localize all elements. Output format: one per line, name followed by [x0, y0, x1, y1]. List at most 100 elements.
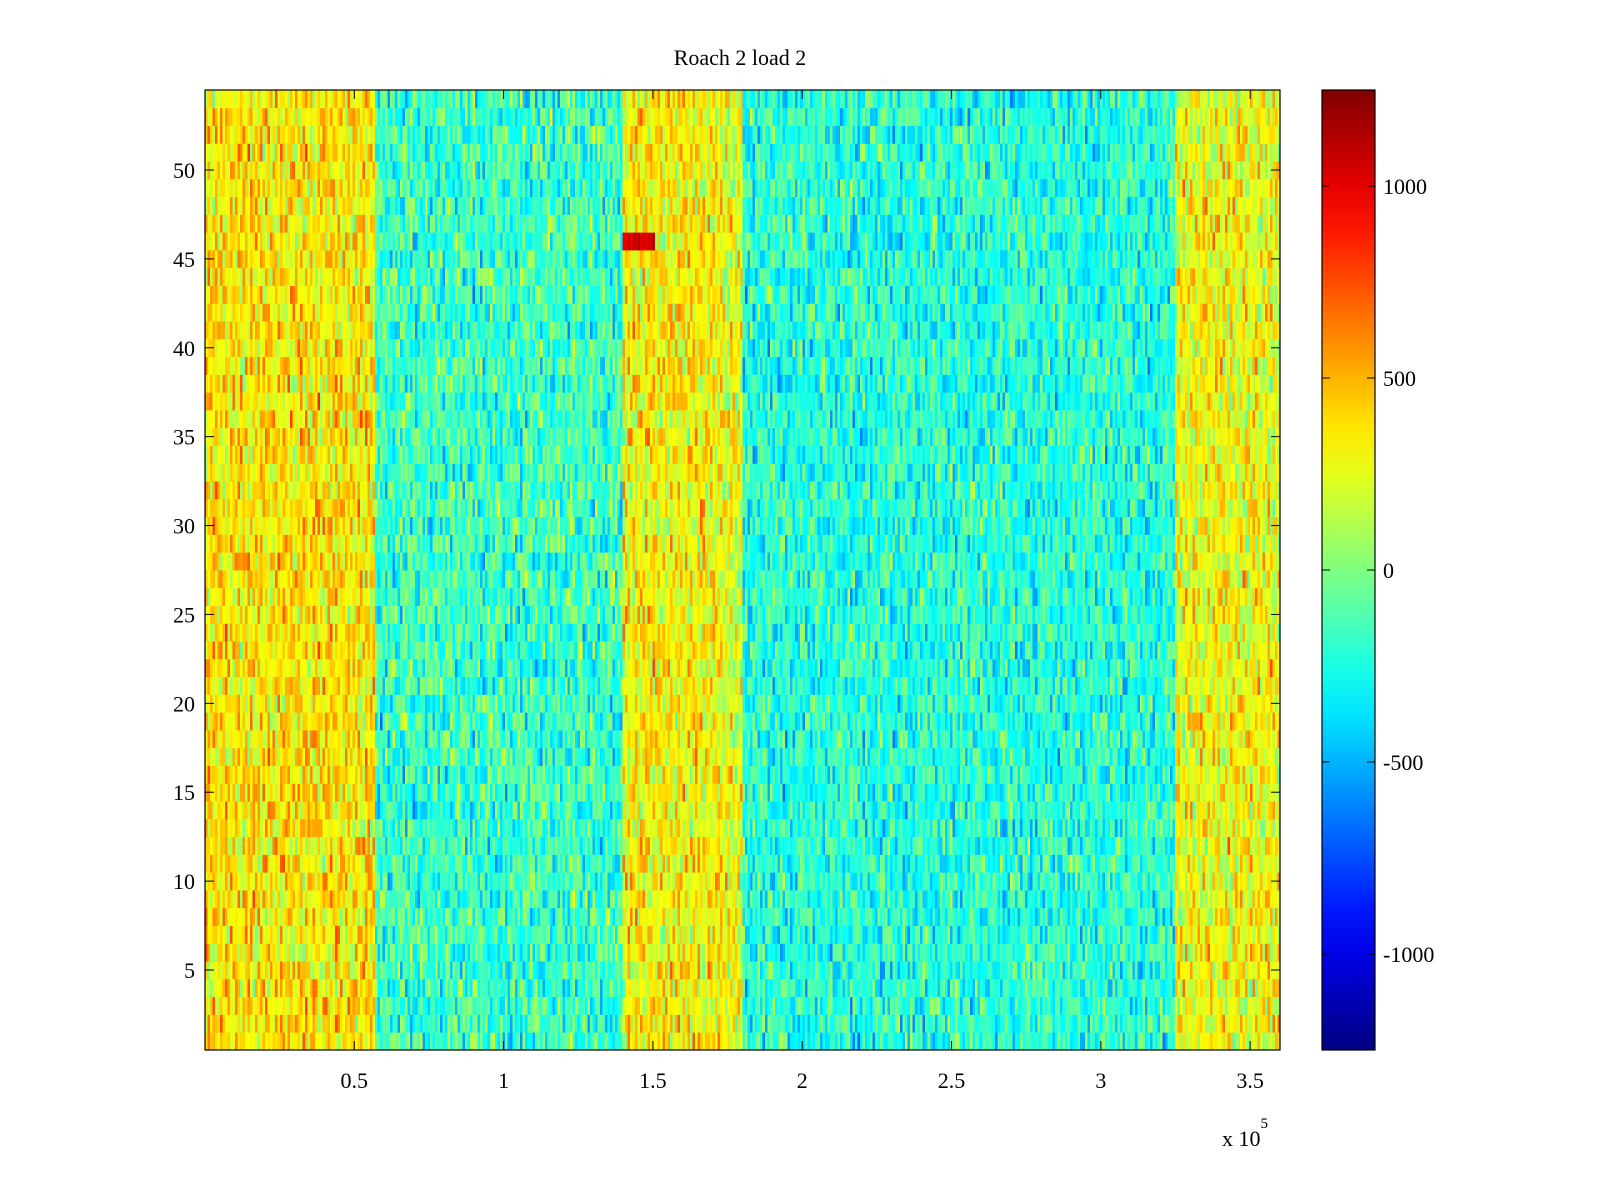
heatmap-cell: [550, 1032, 553, 1050]
heatmap-cell: [1165, 854, 1168, 873]
heatmap-cell: [917, 907, 921, 926]
heatmap-cell: [360, 872, 363, 891]
heatmap-cell: [407, 836, 411, 855]
heatmap-cell: [720, 872, 723, 891]
heatmap-cell: [852, 854, 856, 873]
heatmap-cell: [210, 1014, 213, 1033]
heatmap-cell: [462, 943, 466, 962]
heatmap-cell: [847, 978, 851, 998]
heatmap-cell: [1010, 1014, 1013, 1033]
heatmap-cell: [1240, 1032, 1243, 1050]
heatmap-cell: [1105, 996, 1108, 1015]
heatmap-cell: [290, 943, 293, 962]
heatmap-cell: [362, 872, 366, 891]
heatmap-cell: [697, 925, 701, 944]
heatmap-cell: [762, 836, 766, 855]
heatmap-cell: [740, 925, 743, 944]
heatmap-cell: [732, 907, 736, 926]
heatmap-cell: [632, 836, 636, 855]
heatmap-cell: [727, 907, 731, 926]
heatmap-cell: [742, 872, 746, 891]
heatmap-cell: [612, 890, 616, 909]
heatmap-cell: [642, 996, 646, 1015]
heatmap-cell: [700, 907, 703, 926]
heatmap-cell: [1007, 925, 1011, 944]
heatmap-cell: [222, 925, 226, 944]
heatmap-cell: [315, 943, 318, 962]
heatmap-cell: [725, 925, 728, 944]
heatmap-cell: [1250, 1032, 1253, 1050]
heatmap-cell: [385, 1032, 388, 1050]
heatmap-cell: [497, 978, 501, 998]
heatmap-cell: [775, 925, 778, 944]
heatmap-cell: [947, 1032, 951, 1050]
heatmap-cell: [685, 1014, 688, 1033]
heatmap-cell: [667, 943, 671, 962]
heatmap-cell: [297, 943, 301, 962]
heatmap-cell: [287, 996, 291, 1015]
heatmap-cell: [1120, 872, 1123, 891]
heatmap-cell: [1262, 1014, 1266, 1033]
heatmap-cell: [440, 978, 443, 998]
heatmap-cell: [637, 854, 641, 873]
heatmap-cell: [907, 943, 911, 962]
heatmap-cell: [985, 872, 988, 891]
heatmap-cell: [830, 961, 833, 980]
heatmap-cell: [1162, 907, 1166, 926]
heatmap-cell: [520, 890, 523, 909]
heatmap-cell: [370, 854, 373, 873]
heatmap-cell: [890, 890, 893, 909]
heatmap-cell: [410, 872, 413, 891]
heatmap-cell: [480, 996, 483, 1015]
heatmap-cell: [245, 996, 248, 1015]
heatmap-cell: [1122, 996, 1126, 1015]
heatmap-cell: [757, 836, 761, 855]
heatmap-cell: [462, 961, 466, 980]
heatmap-cell: [717, 996, 721, 1015]
heatmap-cell: [1022, 943, 1026, 962]
heatmap-cell: [772, 1014, 776, 1033]
heatmap-cell: [367, 872, 371, 891]
heatmap-cell: [920, 872, 923, 891]
heatmap-cell: [822, 907, 826, 926]
heatmap-cell: [767, 872, 771, 891]
heatmap-cell: [612, 836, 616, 855]
heatmap-cell: [730, 978, 733, 998]
heatmap-cell: [402, 854, 406, 873]
heatmap-cell: [1007, 854, 1011, 873]
heatmap-cell: [1122, 890, 1126, 909]
heatmap-cell: [267, 961, 271, 980]
heatmap-cell: [790, 978, 793, 998]
heatmap-cell: [1257, 978, 1261, 998]
heatmap-cell: [952, 907, 956, 926]
heatmap-cell: [777, 996, 781, 1015]
heatmap-cell: [855, 872, 858, 891]
heatmap-cell: [917, 890, 921, 909]
heatmap-cell: [715, 943, 718, 962]
heatmap-cell: [925, 1032, 928, 1050]
heatmap-cell: [710, 925, 713, 944]
heatmap-cell: [515, 996, 518, 1015]
heatmap-cell: [750, 1032, 753, 1050]
heatmap-cell: [387, 836, 391, 855]
heatmap-cell: [500, 1014, 503, 1033]
heatmap-cell: [1047, 925, 1051, 944]
heatmap-cell: [497, 925, 501, 944]
heatmap-cell: [620, 1032, 623, 1050]
heatmap-cell: [292, 978, 296, 998]
heatmap-cell: [927, 890, 931, 909]
heatmap-cell: [307, 836, 311, 855]
heatmap-cell: [825, 1014, 828, 1033]
heatmap-cell: [895, 943, 898, 962]
heatmap-cell: [470, 943, 473, 962]
heatmap-cell: [572, 854, 576, 873]
heatmap-cell: [925, 890, 928, 909]
heatmap-cell: [292, 890, 296, 909]
heatmap-cell: [872, 925, 876, 944]
heatmap-cell: [212, 854, 216, 873]
heatmap-cell: [245, 1032, 248, 1050]
heatmap-cell: [550, 1014, 553, 1033]
heatmap-cell: [1027, 1032, 1031, 1050]
heatmap-cell: [565, 1032, 568, 1050]
heatmap-cell: [1225, 1032, 1228, 1050]
